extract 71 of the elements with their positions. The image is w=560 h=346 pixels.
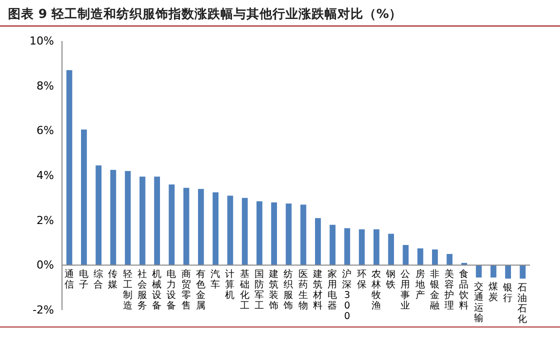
x-tick-label: 电子 [78,268,89,291]
x-tick-label: 纺织服饰 [282,268,294,312]
bar [476,265,482,278]
bar [315,218,321,266]
y-tick-label: 6% [36,124,54,138]
x-tick-label: 家用电器 [328,268,338,312]
bar [256,201,262,266]
x-tick-label: 农林牧渔 [370,269,382,312]
x-tick-label: 计算机 [225,268,236,302]
bar [124,171,131,266]
bar [140,176,146,266]
x-tick-label: 煤炭 [488,280,498,303]
bar [286,204,292,266]
chart-title: 图表 9 轻工制造和纺织服饰指数涨跌幅与其他行业涨跌幅对比（%） [8,6,402,21]
x-tick-label: 综合 [94,268,104,291]
bar [374,229,380,266]
bar [432,249,438,266]
x-tick-label: 非银金融 [428,268,440,312]
x-tick-label: 商贸零售 [181,268,192,312]
bar [388,234,394,266]
y-tick-label: -2% [32,304,54,317]
bar [330,224,336,266]
bar [358,229,365,266]
bar [96,165,102,266]
x-tick-label: 公用事业 [400,268,411,312]
x-tick-label: 建筑装饰 [268,268,280,312]
x-tick-label: 轻工制造 [122,268,133,312]
bar [271,202,277,266]
x-tick-label: 环保 [356,269,367,291]
x-tick-label: 钢铁 [385,269,396,291]
bar [168,184,175,266]
x-tick-label: 房地产 [414,268,426,302]
x-tick-label: 传媒 [108,269,118,291]
y-tick-label: 2% [36,214,54,227]
y-tick-label: 4% [36,169,54,182]
bar [242,198,248,266]
bar [198,188,204,266]
bar [300,204,306,266]
bar [344,228,350,266]
x-tick-label: 社会服务 [137,268,148,312]
bar [520,265,526,279]
x-tick-label: 银行 [502,282,514,304]
x-tick-label: 食品饮料 [458,268,470,312]
x-tick-label: 美容护理 [444,268,455,312]
bar [110,170,116,266]
x-tick-label: 建筑材料 [312,268,323,312]
bar [417,248,424,266]
y-tick-label: 8% [36,79,54,92]
bar [490,265,496,278]
x-tick-label: 通信 [64,268,74,291]
x-tick-label: 有色金属 [196,268,206,312]
x-tick-label: 交通运输 [474,280,484,324]
bar [81,130,87,266]
bar [227,196,234,266]
bar [212,192,218,266]
bar [446,254,452,266]
x-tick-label: 医药生物 [298,269,308,312]
y-tick-label: 10% [30,34,54,48]
bar [505,265,511,279]
x-tick-label: 沪深300 [342,268,352,322]
bar [66,70,72,266]
x-tick-label: 国防军工 [254,269,264,312]
x-tick-label: 石油石化 [518,282,528,326]
bar [154,176,160,266]
x-tick-label: 汽车 [210,268,221,291]
x-tick-label: 基础化工 [238,268,250,312]
bar [402,244,409,266]
x-tick-label: 机械设备 [152,268,162,312]
bar [183,188,190,266]
y-tick-label: 0% [36,258,54,272]
x-tick-label: 电力设备 [166,268,177,312]
